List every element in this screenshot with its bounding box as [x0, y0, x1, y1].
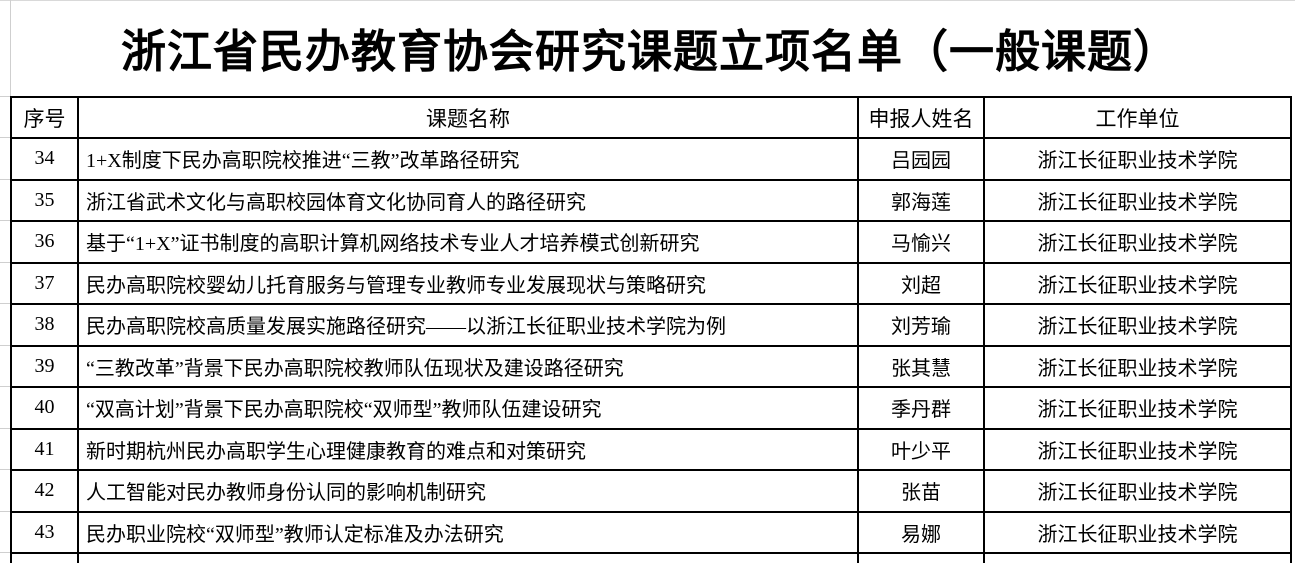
table-row: 36 基于“1+X”证书制度的高职计算机网络技术专业人才培养模式创新研究 马愉兴 浙江…	[10, 220, 1292, 264]
gridline-stub	[0, 469, 10, 470]
table-row: 35 浙江省武术文化与高职校园体育文化协同育人的路径研究 郭海莲 浙江长征职业技术学院	[10, 178, 1292, 222]
unit-cell: 浙江长征职业技术学院	[983, 178, 1292, 222]
unit-cell: 浙江长征职业技术学院	[983, 427, 1292, 471]
gridline-stub	[0, 96, 10, 97]
table-row: 38 民办高职院校高质量发展实施路径研究——以浙江长征职业技术学院为例 刘芳瑜 浙江长…	[10, 303, 1292, 347]
row-number-cell: 41	[10, 427, 79, 471]
top-border-line	[0, 0, 1295, 1]
applicant-cell: 吕园园	[857, 137, 985, 181]
applicant-cell: 刘超	[857, 261, 985, 305]
gridline-stub	[0, 303, 10, 304]
topic-cell: 人工智能对民办教师身份认同的影响机制研究	[77, 469, 859, 513]
header-unit: 工作单位	[983, 96, 1292, 139]
unit-cell: 浙江长征职业技术学院	[983, 220, 1292, 264]
header-applicant: 申报人姓名	[857, 96, 985, 139]
row-number-cell: 40	[10, 386, 79, 430]
row-number-cell: 37	[10, 261, 79, 305]
topic-cell: “三教改革”背景下民办高职院校教师队伍现状及建设路径研究	[77, 344, 859, 388]
gridline-stub	[0, 511, 10, 512]
table-row: 37 民办高职院校婴幼儿托育服务与管理专业教师专业发展现状与策略研究 刘超 浙江长征职…	[10, 261, 1292, 305]
applicant-cell: 季丹群	[857, 386, 985, 430]
row-number-cell: 39	[10, 344, 79, 388]
header-no: 序号	[10, 96, 79, 139]
topic-cell: 新时期杭州民办高职学生心理健康教育的难点和对策研究	[77, 427, 859, 471]
topic-cell: 民办高职院校婴幼儿托育服务与管理专业教师专业发展现状与策略研究	[77, 261, 859, 305]
table-row: 41 新时期杭州民办高职学生心理健康教育的难点和对策研究 叶少平 浙江长征职业技术学院	[10, 427, 1292, 471]
row-number-cell: 35	[10, 178, 79, 222]
applicant-cell: 易娜	[857, 510, 985, 554]
applicant-cell: 张苗	[857, 469, 985, 513]
page-title: 浙江省民办教育协会研究课题立项名单（一般课题）	[120, 26, 1179, 77]
gridline-stub	[0, 428, 10, 429]
unit-cell: 浙江长征职业技术学院	[983, 344, 1292, 388]
unit-cell: 浙江长征职业技术学院	[983, 137, 1292, 181]
topic-cell: 浙江省武术文化与高职校园体育文化协同育人的路径研究	[77, 178, 859, 222]
applicant-cell: 叶少平	[857, 427, 985, 471]
row-number-cell: 43	[10, 510, 79, 554]
row-number-cell: 38	[10, 303, 79, 347]
gridline-stub	[0, 386, 10, 387]
table-row: 34 1+X制度下民办高职院校推进“三教”改革路径研究 吕园园 浙江长征职业技术学院	[10, 137, 1292, 181]
topic-cell: 1+X制度下民办高职院校推进“三教”改革路径研究	[77, 137, 859, 181]
header-topic: 课题名称	[77, 96, 859, 139]
gridline-vertical	[10, 0, 11, 96]
applicant-cell-empty	[857, 552, 985, 563]
row-number-cell: 42	[10, 469, 79, 513]
table-header-row: 序号 课题名称 申报人姓名 工作单位	[10, 96, 1292, 139]
unit-cell: 浙江长征职业技术学院	[983, 469, 1292, 513]
applicant-cell: 马愉兴	[857, 220, 985, 264]
unit-cell: 浙江长征职业技术学院	[983, 261, 1292, 305]
gridline-stub	[0, 552, 10, 553]
applicant-cell: 郭海莲	[857, 178, 985, 222]
gridline-stub	[0, 179, 10, 180]
unit-cell: 浙江长征职业技术学院	[983, 510, 1292, 554]
projects-table: 序号 课题名称 申报人姓名 工作单位 34 1+X制度下民办高职院校推进“三教”改…	[10, 96, 1292, 563]
row-number-cell: 34	[10, 137, 79, 181]
topic-cell: “双高计划”背景下民办高职院校“双师型”教师队伍建设研究	[77, 386, 859, 430]
table-row: 39 “三教改革”背景下民办高职院校教师队伍现状及建设路径研究 张其慧 浙江长征职业技…	[10, 344, 1292, 388]
unit-cell: 浙江长征职业技术学院	[983, 303, 1292, 347]
unit-cell-empty	[983, 552, 1292, 563]
topic-cell: 民办职业院校“双师型”教师认定标准及办法研究	[77, 510, 859, 554]
row-number-cell-empty	[10, 552, 79, 563]
gridline-stub	[0, 345, 10, 346]
gridline-stub	[0, 220, 10, 221]
table-row-partial	[10, 552, 1292, 563]
topic-cell-empty	[77, 552, 859, 563]
gridline-stub	[0, 137, 10, 138]
table-row: 40 “双高计划”背景下民办高职院校“双师型”教师队伍建设研究 季丹群 浙江长征职业技…	[10, 386, 1292, 430]
gridline-stub	[0, 262, 10, 263]
topic-cell: 基于“1+X”证书制度的高职计算机网络技术专业人才培养模式创新研究	[77, 220, 859, 264]
table-row: 43 民办职业院校“双师型”教师认定标准及办法研究 易娜 浙江长征职业技术学院	[10, 510, 1292, 554]
row-number-cell: 36	[10, 220, 79, 264]
applicant-cell: 张其慧	[857, 344, 985, 388]
unit-cell: 浙江长征职业技术学院	[983, 386, 1292, 430]
topic-cell: 民办高职院校高质量发展实施路径研究——以浙江长征职业技术学院为例	[77, 303, 859, 347]
table-row: 42 人工智能对民办教师身份认同的影响机制研究 张苗 浙江长征职业技术学院	[10, 469, 1292, 513]
applicant-cell: 刘芳瑜	[857, 303, 985, 347]
